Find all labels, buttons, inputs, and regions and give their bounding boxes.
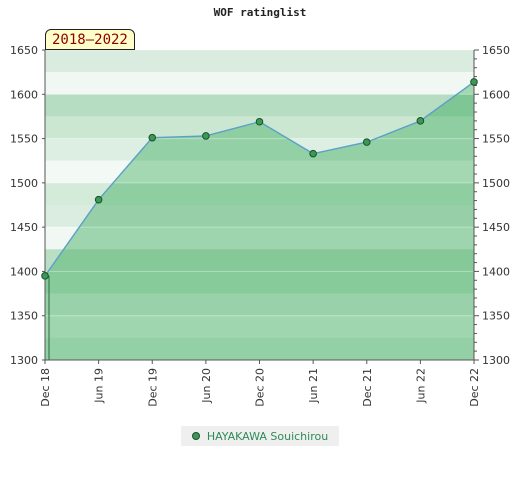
- y-tick-label: 1350: [10, 310, 38, 323]
- data-point: [416, 117, 425, 125]
- data-point: [309, 149, 317, 158]
- marks-layer: [41, 78, 478, 280]
- background-band: [45, 271, 474, 294]
- background-band: [45, 50, 474, 73]
- y-tick-label-right: 1600: [482, 88, 510, 101]
- axes-layer: 1300 1300 1350 1350 1400 1400 1450 1450 1500 1500…: [10, 44, 510, 407]
- x-tick-label: Jun 19: [93, 368, 106, 404]
- y-tick-label-right: 1550: [482, 133, 510, 146]
- data-point: [202, 132, 210, 140]
- y-tick-label-right: 1350: [482, 310, 510, 323]
- y-tick-label-right: 1400: [482, 265, 510, 278]
- data-point: [255, 117, 264, 126]
- background-band: [45, 337, 474, 360]
- y-tick-label-right: 1300: [482, 354, 510, 367]
- x-tick-label: Jun 20: [200, 368, 213, 404]
- legend-marker: [191, 432, 200, 440]
- y-tick-label: 1300: [10, 354, 38, 367]
- background-band: [45, 249, 474, 272]
- chart-title: WOF ratinglist: [213, 6, 307, 19]
- legend[interactable]: HAYAKAWA Souichirou: [181, 426, 339, 446]
- area-stripe: [45, 205, 474, 228]
- area-stripe: [45, 160, 474, 183]
- y-tick-label: 1600: [10, 88, 38, 101]
- background-band: [45, 116, 474, 139]
- x-tick-label: Dec 21: [361, 368, 374, 407]
- area-stripe: [45, 293, 474, 316]
- data-point: [94, 195, 103, 204]
- period-badge: 2018–2022: [45, 29, 135, 50]
- data-point: [41, 272, 49, 280]
- data-point: [362, 138, 371, 146]
- background-band: [45, 293, 474, 316]
- background-band: [45, 72, 474, 95]
- x-tick-label: Dec 19: [146, 368, 159, 407]
- background-bands: [45, 50, 474, 360]
- data-point: [470, 78, 478, 86]
- background-band: [45, 315, 474, 338]
- x-tick-label: Dec 22: [468, 368, 481, 407]
- y-tick-label: 1400: [10, 265, 38, 278]
- x-tick-label: Jun 22: [414, 368, 427, 404]
- legend-label: HAYAKAWA Souichirou: [206, 429, 329, 443]
- area-layer: [45, 72, 474, 360]
- background-band: [45, 227, 474, 250]
- x-tick-label: Dec 20: [254, 368, 267, 407]
- y-tick-label: 1550: [10, 133, 38, 146]
- y-tick-label: 1450: [10, 221, 38, 234]
- background-band: [45, 94, 474, 117]
- series-area: [45, 81, 474, 360]
- x-tick-label: Jun 21: [307, 368, 320, 404]
- y-tick-label: 1650: [10, 44, 38, 57]
- area-stripe: [45, 337, 474, 360]
- background-band: [45, 205, 474, 228]
- y-tick-label-right: 1500: [482, 177, 510, 190]
- y-tick-label: 1500: [10, 177, 38, 190]
- background-band: [45, 182, 474, 205]
- data-point: [148, 133, 157, 142]
- area-stripe: [45, 116, 474, 139]
- y-tick-label-right: 1450: [482, 221, 510, 234]
- x-tick-label: Dec 18: [39, 368, 52, 407]
- area-stripe: [45, 249, 474, 272]
- y-tick-label-right: 1650: [482, 44, 510, 57]
- area-stripe: [45, 72, 474, 95]
- background-band: [45, 160, 474, 183]
